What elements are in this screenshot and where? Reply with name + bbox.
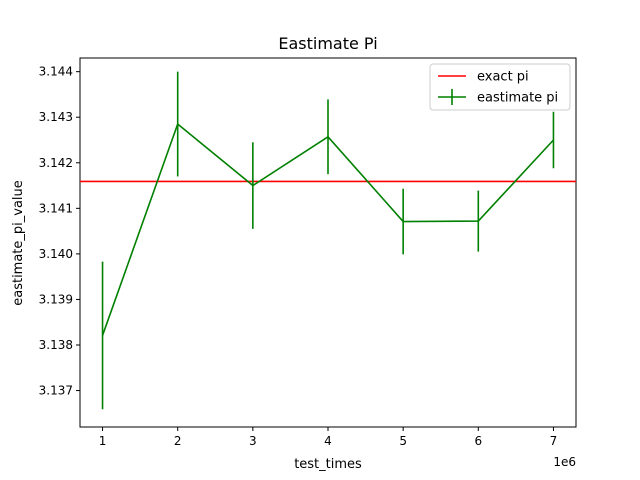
y-tick-label-5: 3.142: [39, 156, 73, 170]
y-tick-label-3: 3.140: [39, 247, 73, 261]
y-axis-label: eastimate_pi_value: [11, 180, 26, 306]
x-tick-label-4: 5: [399, 434, 407, 448]
x-tick-label-0: 1: [99, 434, 107, 448]
y-axis: 3.137 3.138 3.139 3.140 3.141 3.142 3.143 3.144: [39, 65, 80, 398]
x-axis: 1 2 3 4 5 6 7: [99, 427, 558, 448]
x-axis-label: test_times: [294, 457, 362, 472]
y-tick-label-1: 3.138: [39, 338, 73, 352]
x-tick-label-5: 6: [474, 434, 482, 448]
x-tick-label-2: 3: [249, 434, 257, 448]
y-tick-label-7: 3.144: [39, 65, 73, 79]
chart-title: Eastimate Pi: [278, 34, 377, 53]
y-tick-label-2: 3.139: [39, 292, 73, 306]
y-tick-label-0: 3.137: [39, 384, 73, 398]
y-tick-label-6: 3.143: [39, 110, 73, 124]
plot-area: [79, 57, 577, 428]
legend-label-exact-pi: exact pi: [477, 70, 529, 85]
estimate-pi-series: [101, 71, 555, 410]
legend-label-estimate-pi: eastimate pi: [477, 91, 558, 106]
y-tick-label-4: 3.141: [39, 201, 73, 215]
x-axis-offset-label: 1e6: [553, 455, 576, 469]
x-tick-label-6: 7: [550, 434, 558, 448]
x-tick-label-1: 2: [174, 434, 182, 448]
x-tick-label-3: 4: [324, 434, 332, 448]
legend: exact pi eastimate pi: [429, 63, 571, 111]
